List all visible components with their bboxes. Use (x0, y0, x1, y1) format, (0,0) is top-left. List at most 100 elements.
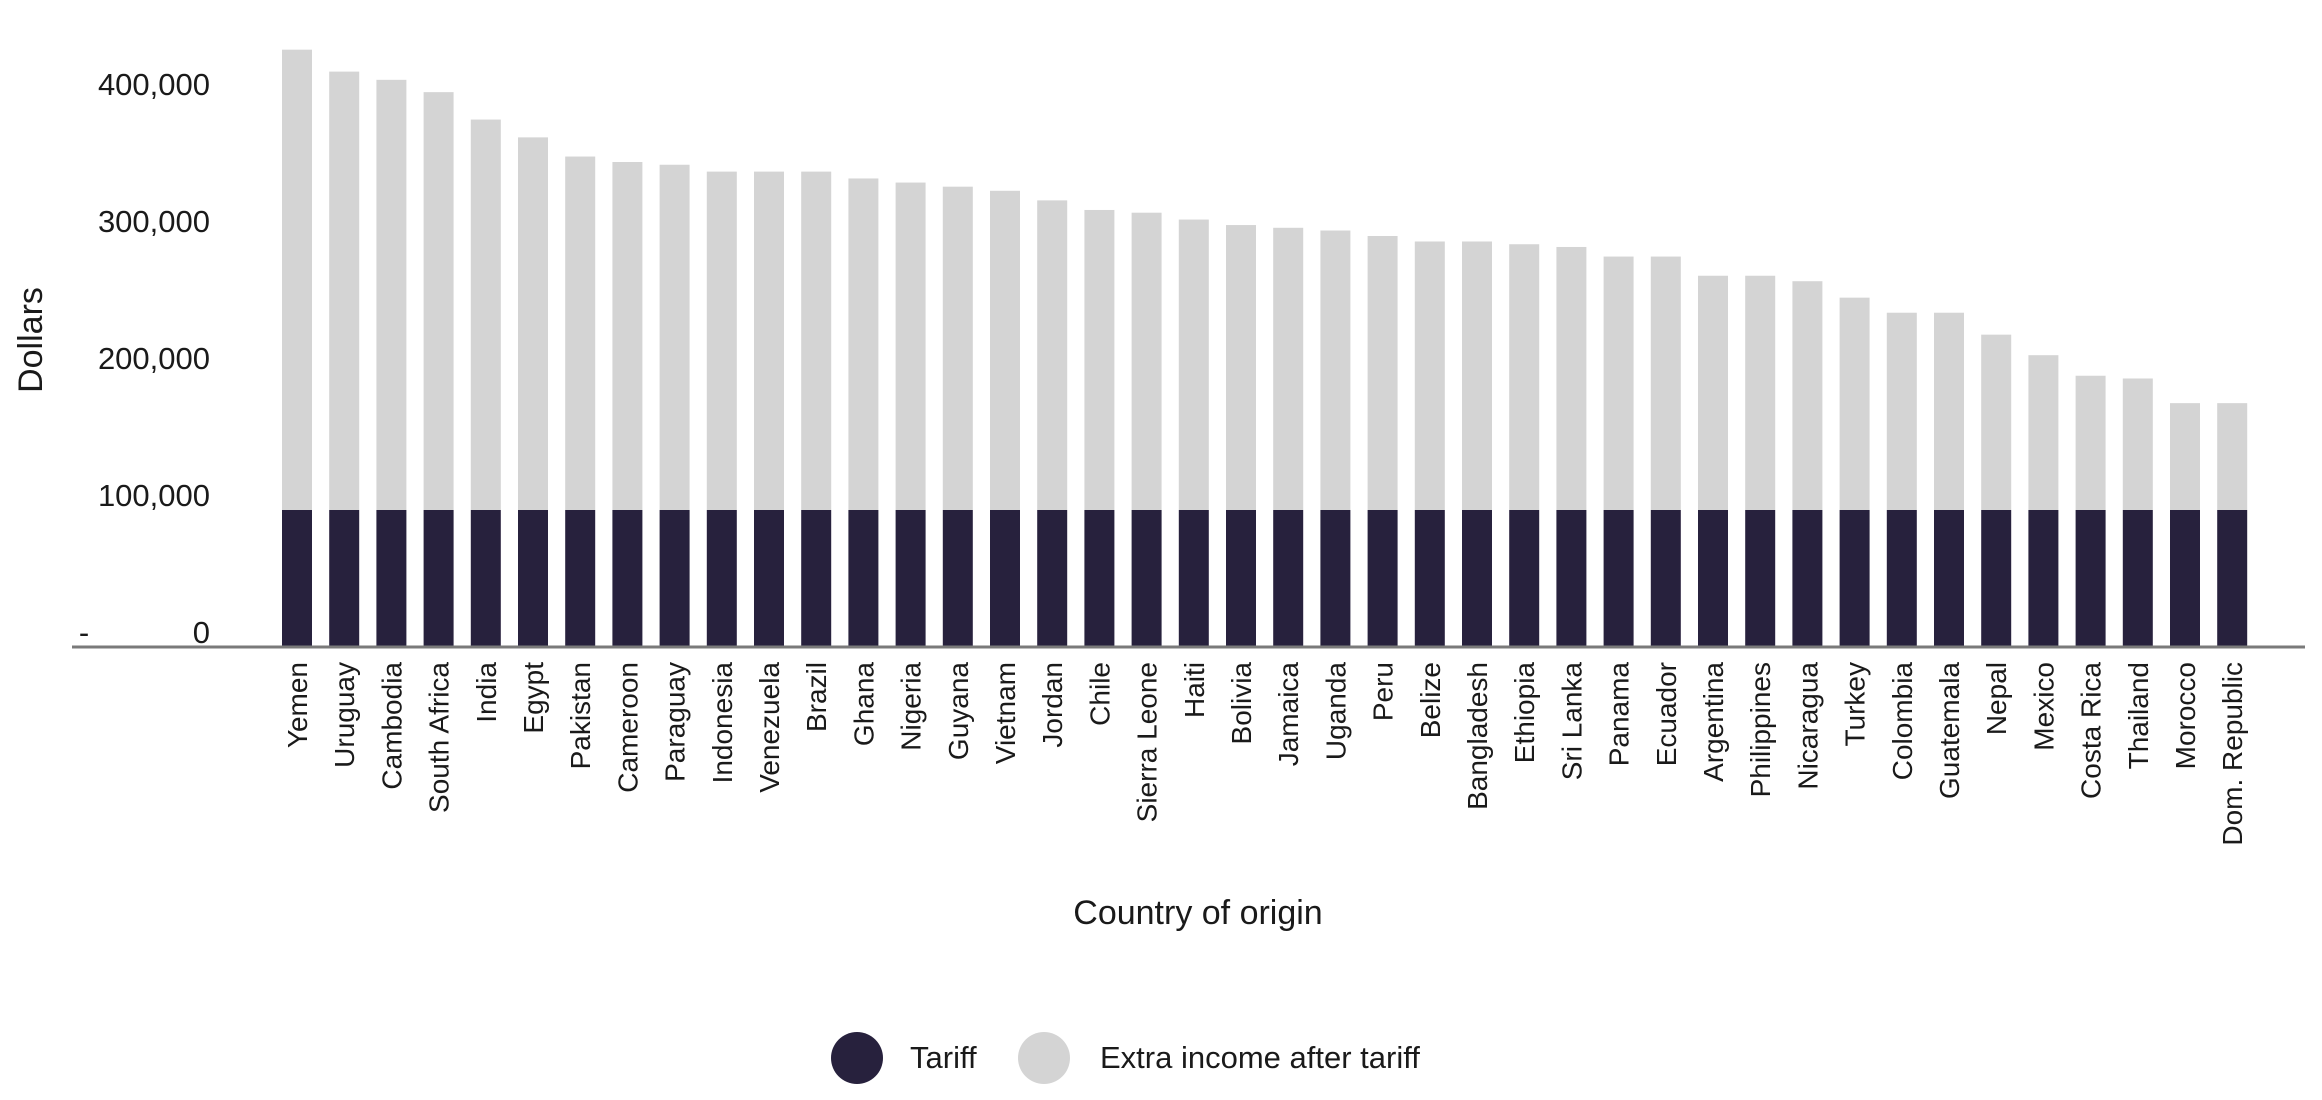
bar-tariff-6 (565, 510, 596, 647)
bar-tariff-13 (895, 510, 926, 647)
bar-tariff-28 (1603, 510, 1634, 647)
bar-extra-income-40 (2170, 403, 2200, 510)
bar-extra-income-34 (1886, 312, 1917, 510)
bar-extra-income-30 (1698, 275, 1728, 510)
bar-extra-income-22 (1320, 230, 1351, 510)
bar-extra-income-17 (1084, 209, 1115, 510)
bar-tariff-39 (2122, 510, 2153, 647)
bar-extra-income-32 (1792, 281, 1823, 510)
x-tick-label: Argentina (1698, 662, 1729, 782)
y-axis-ticks: 0 100,000 200,000 300,000 400,000 - (79, 67, 210, 650)
bars-layer (282, 49, 2248, 647)
x-tick-label: Nigeria (896, 662, 927, 751)
bar-extra-income-0 (282, 49, 312, 511)
y-tick-label: 100,000 (98, 478, 210, 513)
x-tick-label: Vietnam (990, 662, 1021, 764)
bar-extra-income-39 (2122, 378, 2153, 510)
bar-tariff-29 (1650, 510, 1681, 647)
bar-extra-income-33 (1839, 297, 1870, 510)
bar-extra-income-1 (329, 71, 360, 510)
y-tick-label: 200,000 (98, 341, 210, 376)
x-tick-label: Morocco (2170, 662, 2201, 769)
x-tick-label: Turkey (1840, 662, 1871, 747)
bar-extra-income-29 (1650, 256, 1681, 510)
bar-tariff-26 (1509, 510, 1540, 647)
x-axis-title: Country of origin (1073, 894, 1322, 932)
bar-extra-income-37 (2028, 355, 2059, 510)
bar-extra-income-18 (1131, 212, 1162, 510)
bar-tariff-21 (1273, 510, 1304, 647)
bar-extra-income-4 (470, 119, 501, 511)
bar-extra-income-10 (754, 171, 784, 511)
bar-extra-income-31 (1745, 275, 1776, 510)
bar-tariff-20 (1226, 510, 1256, 647)
x-tick-label: Chile (1084, 662, 1115, 726)
bar-extra-income-35 (1934, 312, 1964, 510)
bar-extra-income-24 (1414, 241, 1445, 511)
bar-tariff-33 (1839, 510, 1870, 647)
x-tick-label: Jordan (1037, 662, 1068, 748)
bar-tariff-24 (1414, 510, 1445, 647)
bar-tariff-8 (659, 510, 690, 647)
x-tick-label: Guyana (943, 662, 974, 760)
bar-tariff-15 (990, 510, 1020, 647)
bar-tariff-36 (1981, 510, 2012, 647)
bar-tariff-16 (1037, 510, 1068, 647)
bar-tariff-18 (1131, 510, 1162, 647)
bar-extra-income-8 (659, 164, 690, 510)
y-tick-label: 400,000 (98, 67, 210, 102)
x-tick-label: Indonesia (707, 662, 738, 784)
bar-extra-income-28 (1603, 256, 1634, 510)
x-tick-label: Cameroon (612, 662, 643, 793)
x-tick-label: Ghana (848, 662, 879, 746)
zero-tick-mark: - (79, 615, 89, 650)
bar-extra-income-41 (2217, 403, 2248, 510)
x-tick-label: Colombia (1887, 662, 1918, 781)
bar-extra-income-21 (1273, 227, 1304, 510)
bar-extra-income-26 (1509, 244, 1540, 510)
x-tick-label: Paraguay (660, 662, 691, 782)
x-tick-label: Uganda (1320, 662, 1351, 761)
x-tick-label: Philippines (1745, 662, 1776, 797)
bar-tariff-19 (1178, 510, 1209, 647)
legend-swatch-tariff (831, 1032, 883, 1084)
x-tick-label: India (471, 662, 502, 723)
legend-label-tariff: Tariff (910, 1040, 977, 1075)
legend-label-extra-income: Extra income after tariff (1100, 1040, 1420, 1075)
bar-tariff-9 (706, 510, 737, 647)
bar-tariff-41 (2217, 510, 2248, 647)
bar-extra-income-16 (1037, 200, 1068, 510)
bar-tariff-4 (470, 510, 501, 647)
bar-tariff-1 (329, 510, 360, 647)
bar-extra-income-27 (1556, 246, 1587, 510)
bar-tariff-31 (1745, 510, 1776, 647)
x-tick-label: Venezuela (754, 662, 785, 793)
x-tick-label: South Africa (424, 662, 455, 813)
bar-extra-income-11 (801, 171, 832, 511)
bar-extra-income-38 (2075, 375, 2106, 510)
x-tick-label: Panama (1604, 662, 1635, 767)
x-tick-label: Mexico (2028, 662, 2059, 751)
bar-tariff-14 (942, 510, 973, 647)
bar-extra-income-25 (1462, 241, 1492, 511)
x-tick-label: Nicaragua (1792, 662, 1823, 790)
x-tick-label: Sierra Leone (1132, 662, 1163, 822)
bar-extra-income-19 (1178, 219, 1209, 510)
bar-tariff-34 (1886, 510, 1917, 647)
bar-tariff-12 (848, 510, 879, 647)
x-tick-label: Thailand (2123, 662, 2154, 769)
x-tick-label: Bangladesh (1462, 662, 1493, 810)
x-axis-ticks: Yemen Uruguay Cambodia South Africa India Egy… (282, 662, 2248, 846)
bar-extra-income-5 (518, 137, 548, 511)
bar-tariff-2 (376, 510, 407, 647)
bar-tariff-3 (423, 510, 454, 647)
bar-extra-income-9 (706, 171, 737, 511)
bar-tariff-11 (801, 510, 832, 647)
bar-tariff-7 (612, 510, 643, 647)
x-tick-label: Belize (1415, 662, 1446, 738)
bar-tariff-35 (1934, 510, 1964, 647)
legend: Tariff Extra income after tariff (831, 1032, 1420, 1084)
x-tick-label: Ecuador (1651, 662, 1682, 766)
x-tick-label: Dom. Republic (2217, 662, 2248, 846)
